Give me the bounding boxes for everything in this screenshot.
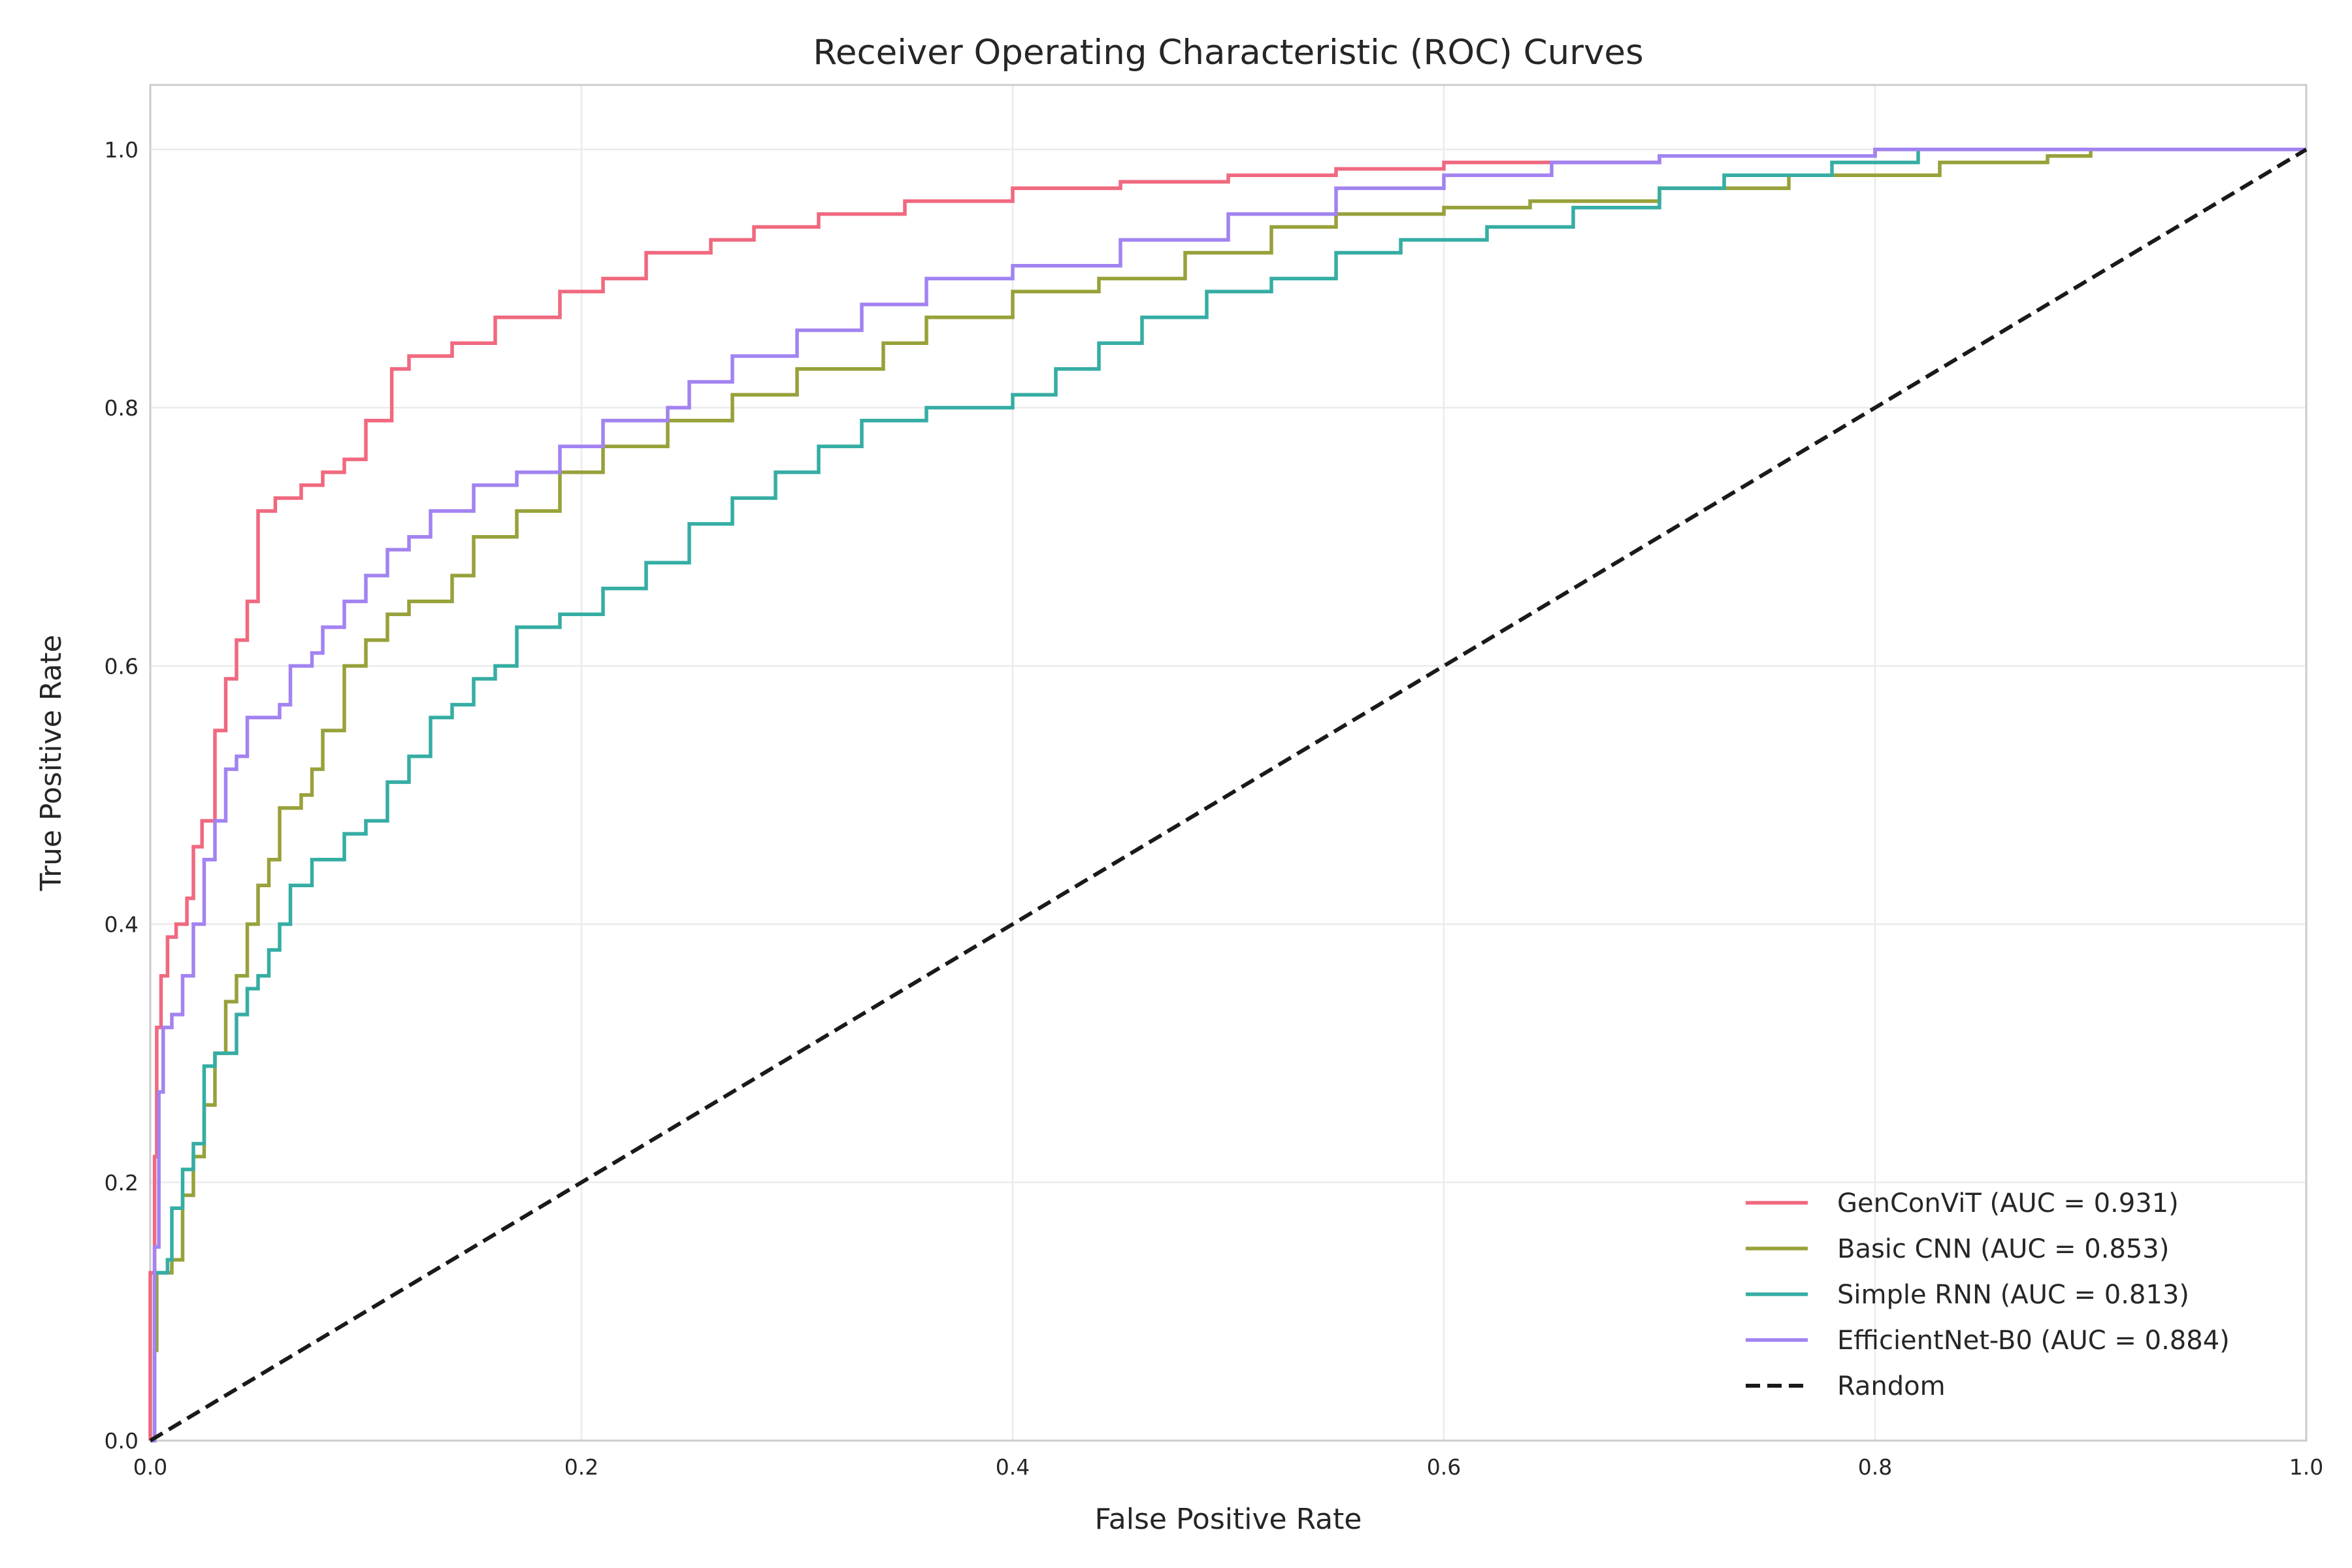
x-tick-label: 1.0: [2289, 1454, 2323, 1480]
x-tick-label: 0.2: [564, 1454, 598, 1480]
legend-label-simple: Simple RNN (AUC = 0.813): [1837, 1280, 2189, 1310]
series-line-simple: [150, 148, 2306, 1443]
y-tick-label: 1.0: [105, 137, 139, 163]
axis-ticks: 0.0 0.2 0.4 0.6 0.8 1.0 0.0 0.2 0.4 0.6 0.8 1.0: [105, 137, 2324, 1480]
series-line-efficientnet-b0: [150, 148, 2306, 1443]
series-lines: [148, 148, 2308, 1443]
legend-label-basic: Basic CNN (AUC = 0.853): [1837, 1234, 2169, 1264]
y-tick-label: 0.2: [105, 1170, 139, 1196]
y-axis-title: True Positive Rate: [35, 635, 68, 892]
legend: GenConViT (AUC = 0.931) Basic CNN (AUC = …: [1746, 1188, 2230, 1401]
x-tick-label: 0.0: [133, 1454, 167, 1480]
y-tick-label: 0.0: [105, 1428, 139, 1454]
plot-area-frame: [149, 84, 2308, 1442]
legend-label-genconvit: GenConViT (AUC = 0.931): [1837, 1188, 2179, 1218]
chart-title: Receiver Operating Characteristic (ROC) …: [813, 33, 1643, 73]
series-line-random: [149, 148, 2308, 1443]
legend-label-efficientnet-b0: EfficientNet-B0 (AUC = 0.884): [1837, 1326, 2230, 1356]
y-tick-label: 0.6: [105, 653, 139, 679]
x-axis-title: False Positive Rate: [1095, 1503, 1362, 1536]
legend-label-random: Random: [1837, 1371, 1946, 1401]
y-tick-label: 0.4: [105, 912, 139, 938]
x-tick-label: 0.8: [1858, 1454, 1892, 1480]
series-line-genconvit: [148, 148, 2306, 1441]
x-tick-label: 0.4: [996, 1454, 1030, 1480]
x-tick-label: 0.6: [1427, 1454, 1461, 1480]
y-tick-label: 0.8: [105, 395, 139, 421]
